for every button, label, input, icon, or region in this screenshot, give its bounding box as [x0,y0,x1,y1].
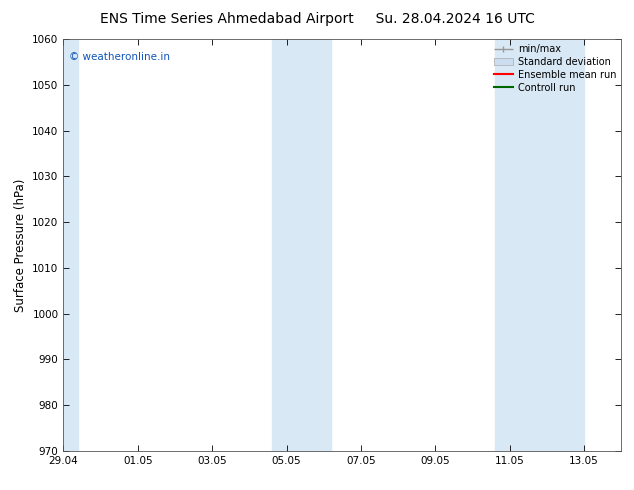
Legend: min/max, Standard deviation, Ensemble mean run, Controll run: min/max, Standard deviation, Ensemble me… [494,44,616,93]
Text: © weatheronline.in: © weatheronline.in [69,51,170,62]
Y-axis label: Surface Pressure (hPa): Surface Pressure (hPa) [14,178,27,312]
Bar [272,39,331,451]
Text: ENS Time Series Ahmedabad Airport     Su. 28.04.2024 16 UTC: ENS Time Series Ahmedabad Airport Su. 28… [100,12,534,26]
Bar [495,39,584,451]
Bar [63,39,78,451]
